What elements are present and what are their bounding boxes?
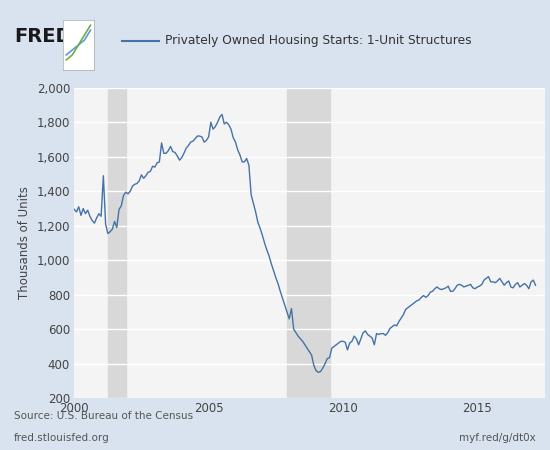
- Text: FRED: FRED: [14, 27, 72, 46]
- Y-axis label: Thousands of Units: Thousands of Units: [18, 187, 31, 299]
- Text: Source: U.S. Bureau of the Census: Source: U.S. Bureau of the Census: [14, 411, 193, 421]
- Bar: [287, 88, 329, 398]
- Text: Privately Owned Housing Starts: 1-Unit Structures: Privately Owned Housing Starts: 1-Unit S…: [165, 34, 472, 47]
- Text: fred.stlouisfed.org: fred.stlouisfed.org: [14, 433, 109, 443]
- Text: myf.red/g/dt0x: myf.red/g/dt0x: [459, 433, 536, 443]
- Bar: [108, 88, 126, 398]
